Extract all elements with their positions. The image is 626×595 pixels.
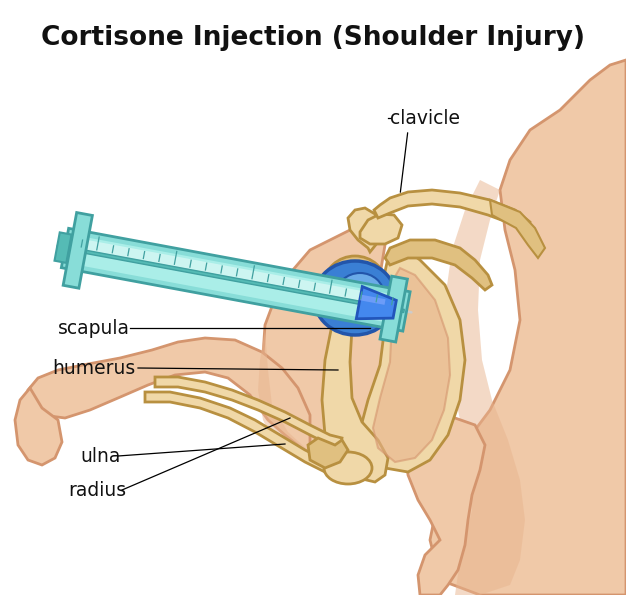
Ellipse shape <box>347 282 369 302</box>
Polygon shape <box>67 236 404 309</box>
Text: humerus: humerus <box>52 359 135 377</box>
Polygon shape <box>385 240 492 290</box>
Text: radius: radius <box>68 481 126 499</box>
Polygon shape <box>155 377 342 448</box>
Polygon shape <box>373 268 450 462</box>
Text: ulna: ulna <box>80 446 120 465</box>
Text: Cortisone Injection (Shoulder Injury): Cortisone Injection (Shoulder Injury) <box>41 25 585 51</box>
Polygon shape <box>54 233 71 263</box>
Polygon shape <box>374 190 530 232</box>
Polygon shape <box>445 180 525 595</box>
Polygon shape <box>405 418 485 595</box>
Polygon shape <box>63 212 93 288</box>
Polygon shape <box>28 338 310 455</box>
Polygon shape <box>262 230 402 462</box>
Text: clavicle: clavicle <box>390 108 460 127</box>
Polygon shape <box>322 298 388 482</box>
Polygon shape <box>15 388 62 465</box>
Polygon shape <box>65 234 404 325</box>
Ellipse shape <box>314 261 396 335</box>
Polygon shape <box>360 214 402 244</box>
Text: scapula: scapula <box>58 318 130 337</box>
Polygon shape <box>145 392 340 476</box>
Polygon shape <box>258 330 310 455</box>
Polygon shape <box>57 245 404 312</box>
Polygon shape <box>356 287 396 319</box>
Ellipse shape <box>336 273 384 317</box>
Polygon shape <box>360 245 465 472</box>
Ellipse shape <box>324 452 372 484</box>
Ellipse shape <box>333 264 363 292</box>
Polygon shape <box>308 438 348 468</box>
Polygon shape <box>360 295 386 305</box>
Polygon shape <box>348 208 380 252</box>
Polygon shape <box>380 276 408 342</box>
Polygon shape <box>430 60 626 595</box>
Ellipse shape <box>324 256 386 314</box>
Polygon shape <box>490 200 545 258</box>
Polygon shape <box>61 228 410 331</box>
Ellipse shape <box>321 271 363 325</box>
